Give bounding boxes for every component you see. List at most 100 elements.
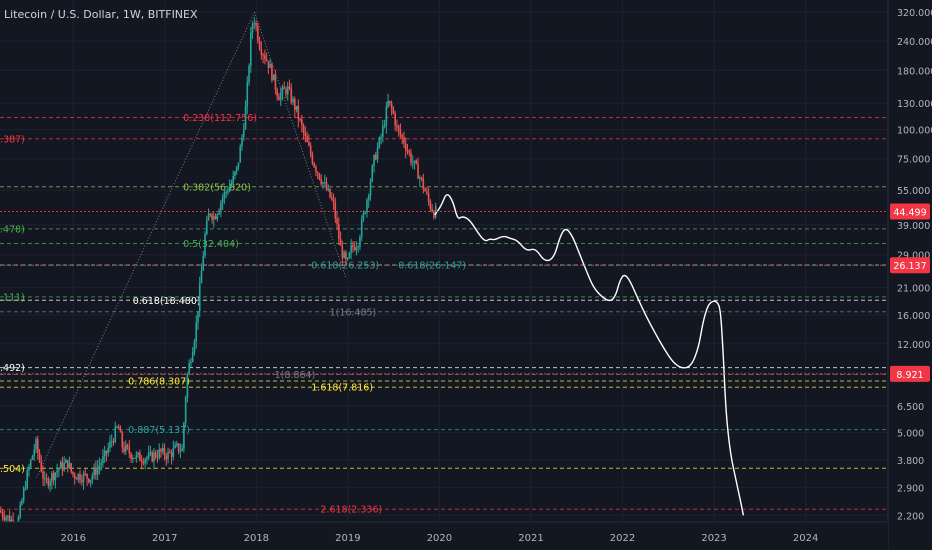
price-tag-box bbox=[890, 365, 930, 382]
candle-body bbox=[394, 113, 396, 126]
candle-body bbox=[188, 363, 190, 375]
price-axis-tick: 180.000 bbox=[897, 66, 932, 77]
fib-level-label: 0.618(26.147) bbox=[398, 261, 466, 272]
price-axis-tick: 12.000 bbox=[897, 340, 930, 351]
fib-trend-line bbox=[254, 11, 347, 279]
candle-body bbox=[288, 86, 291, 89]
candle-body bbox=[163, 447, 166, 456]
candle-body bbox=[399, 129, 402, 135]
candle-body bbox=[183, 423, 185, 449]
candle-body bbox=[7, 515, 9, 518]
candle-body bbox=[135, 454, 138, 459]
fib-level-label: .387) bbox=[0, 134, 25, 145]
price-axis-panel[interactable] bbox=[888, 0, 932, 550]
candle-body bbox=[40, 460, 43, 472]
candle-body bbox=[267, 60, 270, 68]
candle-body bbox=[65, 459, 67, 464]
candle-body bbox=[5, 517, 7, 521]
candle-body bbox=[257, 26, 259, 41]
fib-level-label: 2.618(2.336) bbox=[320, 505, 382, 516]
candle-body bbox=[52, 473, 55, 481]
candle-body bbox=[315, 166, 317, 172]
candle-body bbox=[44, 478, 46, 480]
candle-body bbox=[21, 500, 23, 505]
candle-body bbox=[29, 459, 32, 467]
candle-body bbox=[274, 74, 277, 90]
candle-body bbox=[170, 452, 173, 457]
candle-body bbox=[292, 99, 294, 103]
candle-body bbox=[359, 237, 361, 247]
candle-body bbox=[216, 214, 219, 220]
candle-body bbox=[264, 55, 266, 60]
candle-body bbox=[390, 103, 393, 109]
candle-body bbox=[72, 471, 74, 475]
price-tag-label: 26.137 bbox=[893, 261, 926, 272]
candle-body bbox=[223, 191, 226, 198]
candle-body bbox=[82, 473, 85, 483]
price-axis-tick: 6.500 bbox=[897, 402, 924, 413]
candle-body bbox=[91, 475, 94, 480]
candle-body bbox=[408, 151, 411, 153]
candle-body bbox=[380, 136, 382, 138]
time-axis-panel[interactable] bbox=[0, 522, 888, 550]
fib-level-label: 1(8.864) bbox=[275, 370, 316, 381]
candle-body bbox=[316, 171, 319, 174]
price-axis-tick: 3.800 bbox=[897, 456, 924, 467]
candle-body bbox=[38, 452, 41, 461]
candle-body bbox=[281, 87, 284, 94]
time-axis-labels: 2016 2017 2018 2019 2020 2021 2022 2023 2024 bbox=[61, 533, 819, 544]
candle-body bbox=[169, 451, 171, 453]
candle-body bbox=[318, 173, 321, 180]
candle-body bbox=[154, 452, 157, 458]
price-tag-box bbox=[890, 257, 930, 274]
candle-body bbox=[260, 48, 263, 55]
candle-body bbox=[299, 119, 301, 121]
fib-level-label: 0.618(18.480) bbox=[133, 296, 201, 307]
candle-body bbox=[235, 166, 238, 172]
candle-body bbox=[406, 150, 409, 152]
candle-body bbox=[411, 162, 414, 164]
candle-body bbox=[403, 137, 405, 144]
candle-body bbox=[397, 125, 400, 130]
candle-body bbox=[202, 255, 205, 271]
candle-body bbox=[332, 199, 335, 203]
price-axis-tick: 2.200 bbox=[897, 511, 924, 522]
candle-body bbox=[151, 451, 154, 462]
candle-body bbox=[424, 188, 426, 192]
candlestick-series bbox=[0, 16, 437, 536]
candle-body bbox=[242, 129, 245, 138]
candle-body bbox=[45, 478, 48, 480]
candle-body bbox=[66, 459, 69, 468]
candle-body bbox=[225, 191, 227, 193]
time-axis-tick: 2022 bbox=[610, 533, 635, 544]
candle-body bbox=[329, 188, 331, 198]
candle-body bbox=[367, 195, 370, 200]
candle-body bbox=[364, 212, 367, 214]
time-axis-tick: 2021 bbox=[518, 533, 543, 544]
candle-body bbox=[186, 374, 189, 398]
candle-body bbox=[204, 234, 206, 256]
candle-body bbox=[68, 463, 71, 468]
candle-body bbox=[73, 474, 76, 479]
candle-body bbox=[84, 473, 87, 475]
candle-body bbox=[227, 191, 229, 193]
candle-body bbox=[214, 216, 217, 220]
candle-body bbox=[33, 449, 36, 456]
price-axis-tick: 130.000 bbox=[897, 99, 932, 110]
candle-body bbox=[126, 445, 129, 448]
candle-body bbox=[239, 146, 242, 163]
candle-body bbox=[205, 220, 208, 235]
price-axis-tick: 240.000 bbox=[897, 37, 932, 48]
candle-body bbox=[429, 201, 432, 209]
grid-lines bbox=[0, 0, 888, 522]
candle-body bbox=[109, 441, 111, 448]
fib-level-label: 0.238(112.756) bbox=[183, 113, 257, 124]
candle-body bbox=[156, 457, 159, 459]
candle-body bbox=[265, 59, 268, 61]
candle-body bbox=[415, 160, 418, 164]
candle-body bbox=[426, 191, 428, 194]
candle-body bbox=[31, 455, 34, 460]
candle-body bbox=[191, 351, 194, 362]
candle-body bbox=[434, 206, 437, 218]
